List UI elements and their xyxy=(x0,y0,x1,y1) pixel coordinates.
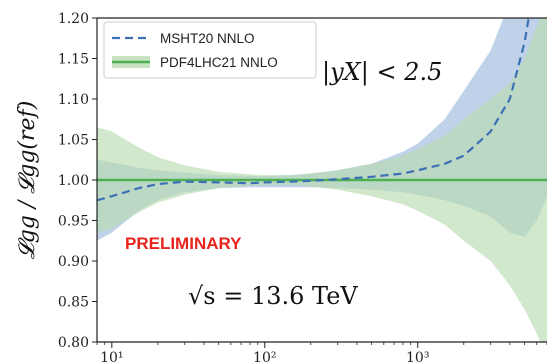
annotation-rapidity: |yX| < 2.5 xyxy=(322,58,442,87)
y-tick-label: 1.15 xyxy=(58,52,89,68)
annotation-preliminary: PRELIMINARY xyxy=(125,234,242,253)
y-tick-label: 0.80 xyxy=(58,335,89,351)
x-tick-label: 10¹ xyxy=(100,350,123,362)
y-tick-label: 1.10 xyxy=(58,92,89,108)
line-msht20 xyxy=(97,18,530,202)
y-tick-label: 0.95 xyxy=(58,214,89,230)
legend-label-pdf4lhc21: PDF4LHC21 NNLO xyxy=(160,55,278,70)
y-tick-label: 0.85 xyxy=(58,295,89,311)
legend: MSHT20 NNLO PDF4LHC21 NNLO xyxy=(103,21,317,79)
y-tick-label: 1.00 xyxy=(58,173,89,189)
legend-label-msht20: MSHT20 NNLO xyxy=(160,31,255,46)
annotation-energy: √s = 13.6 TeV xyxy=(188,282,358,310)
y-tick-label: 1.20 xyxy=(58,11,89,27)
x-ticks: 10¹ 10² 10³ xyxy=(96,342,547,362)
y-axis-label: 𝓛gg / 𝓛gg(ref) xyxy=(15,101,40,260)
legend-frame xyxy=(103,21,317,79)
x-tick-label: 10² xyxy=(253,350,276,362)
x-tick-label: 10³ xyxy=(406,350,429,362)
y-tick-label: 0.90 xyxy=(58,254,89,270)
y-ticks: 0.80 0.85 0.90 0.95 1.00 1.05 1.10 1.15 1.20 xyxy=(58,11,97,351)
y-tick-label: 1.05 xyxy=(58,133,89,149)
series-lines xyxy=(97,18,547,202)
